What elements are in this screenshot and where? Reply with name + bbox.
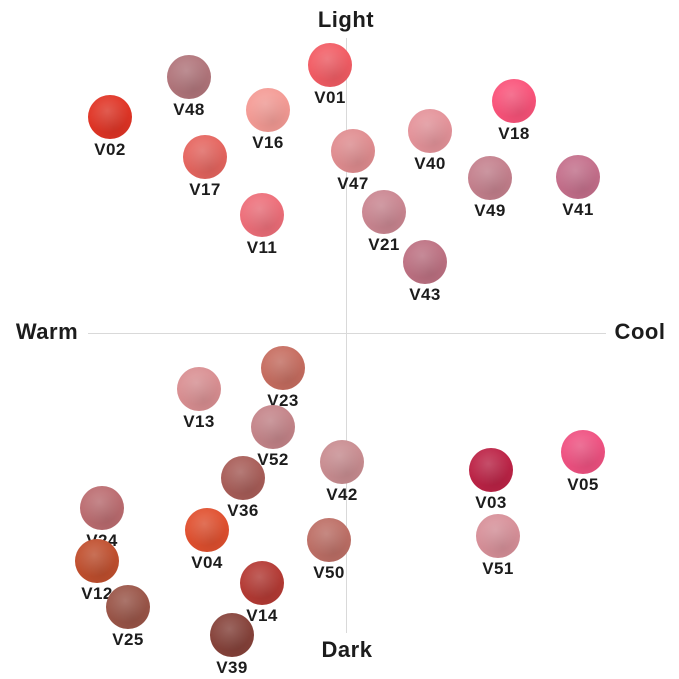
shade-swatch-V36 [221, 456, 265, 500]
shade-swatch-V39 [210, 613, 254, 657]
shade-label-V17: V17 [189, 180, 221, 199]
shade-label-V36: V36 [227, 501, 259, 520]
shade-swatch-V21 [362, 190, 406, 234]
shade-swatch-V47 [331, 129, 375, 173]
shade-label-V03: V03 [475, 493, 507, 512]
shade-swatch-V14 [240, 561, 284, 605]
shade-swatch-V51 [476, 514, 520, 558]
shade-label-V05: V05 [567, 475, 599, 494]
shade-swatch-V25 [106, 585, 150, 629]
shade-swatch-V50 [307, 518, 351, 562]
shade-swatch-V17 [183, 135, 227, 179]
shade-label-V13: V13 [183, 412, 215, 431]
shade-label-V41: V41 [562, 200, 594, 219]
shade-swatch-V16 [246, 88, 290, 132]
shade-swatch-V12 [75, 539, 119, 583]
shade-label-V01: V01 [314, 88, 346, 107]
shade-label-V43: V43 [409, 285, 441, 304]
shade-swatch-V52 [251, 405, 295, 449]
shade-swatch-V02 [88, 95, 132, 139]
shade-swatch-V23 [261, 346, 305, 390]
shade-swatch-V43 [403, 240, 447, 284]
shade-label-V14: V14 [246, 606, 278, 625]
shade-label-V12: V12 [81, 584, 113, 603]
shade-label-V39: V39 [216, 658, 248, 677]
vertical-axis-line [346, 38, 347, 633]
shade-label-V25: V25 [112, 630, 144, 649]
shade-label-V49: V49 [474, 201, 506, 220]
shade-label-V40: V40 [414, 154, 446, 173]
shade-swatch-V01 [308, 43, 352, 87]
shade-swatch-V03 [469, 448, 513, 492]
shade-label-V52: V52 [257, 450, 289, 469]
shade-swatch-V04 [185, 508, 229, 552]
shade-swatch-V24 [80, 486, 124, 530]
shade-label-V48: V48 [173, 100, 205, 119]
shade-swatch-V41 [556, 155, 600, 199]
shade-label-V16: V16 [252, 133, 284, 152]
shade-swatch-V42 [320, 440, 364, 484]
shade-swatch-V18 [492, 79, 536, 123]
shade-label-V51: V51 [482, 559, 514, 578]
horizontal-axis-line [88, 333, 606, 334]
shade-label-V02: V02 [94, 140, 126, 159]
shade-swatch-V49 [468, 156, 512, 200]
shade-label-V11: V11 [246, 238, 278, 257]
shade-label-V21: V21 [368, 235, 400, 254]
shade-label-V18: V18 [498, 124, 530, 143]
axis-label-dark: Dark [321, 637, 373, 662]
shade-swatch-V48 [167, 55, 211, 99]
shade-swatch-V40 [408, 109, 452, 153]
shade-swatch-V11 [240, 193, 284, 237]
shade-swatch-V13 [177, 367, 221, 411]
shade-label-V42: V42 [326, 485, 358, 504]
shade-label-V47: V47 [337, 174, 369, 193]
shade-label-V50: V50 [313, 563, 345, 582]
axis-label-warm: Warm [15, 319, 79, 344]
shade-label-V04: V04 [191, 553, 223, 572]
axis-label-cool: Cool [614, 319, 666, 344]
shade-swatch-V05 [561, 430, 605, 474]
axis-label-light: Light [317, 7, 375, 32]
